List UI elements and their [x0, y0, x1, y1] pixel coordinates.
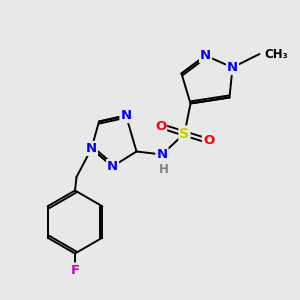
Text: O: O [203, 134, 214, 148]
Text: H: H [159, 163, 168, 176]
Text: N: N [120, 109, 132, 122]
Text: N: N [200, 49, 211, 62]
Text: N: N [156, 148, 168, 161]
Text: N: N [227, 61, 238, 74]
Text: N: N [86, 142, 97, 155]
Text: F: F [70, 263, 80, 277]
Text: S: S [179, 127, 190, 140]
Text: O: O [155, 119, 166, 133]
Text: CH₃: CH₃ [264, 47, 288, 61]
Text: N: N [107, 160, 118, 173]
